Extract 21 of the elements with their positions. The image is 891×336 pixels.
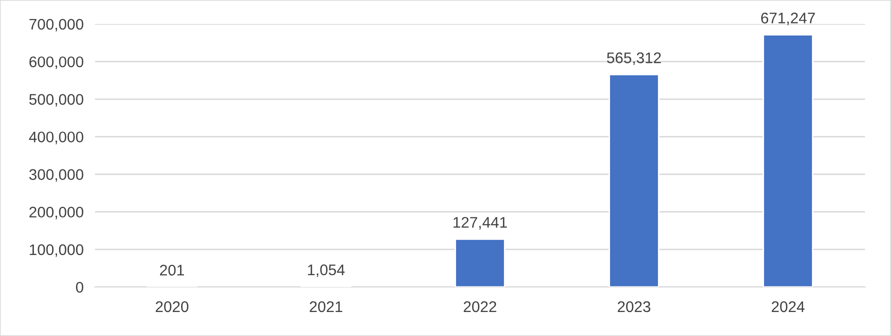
y-tick-label: 400,000: [29, 132, 84, 144]
y-tick-label: 100,000: [30, 244, 84, 257]
x-tick-label: 2022: [464, 301, 496, 312]
data-label: 1,054: [308, 264, 345, 278]
y-tick-label: 700,000: [29, 18, 84, 32]
y-tick-label: 500,000: [29, 94, 84, 107]
data-label: 127,441: [454, 216, 507, 230]
bar: [454, 238, 506, 287]
data-label: 671,247: [761, 12, 815, 26]
x-tick-label: 2024: [772, 301, 805, 312]
x-tick-label: 2020: [156, 301, 188, 312]
data-label: 201: [160, 264, 184, 276]
bar: [608, 74, 660, 287]
y-tick-label: 300,000: [29, 169, 84, 182]
y-tick-label: 600,000: [29, 56, 84, 70]
data-label: 565,312: [607, 52, 661, 66]
x-tick-label: 2021: [310, 301, 342, 312]
x-tick-label: 2023: [618, 301, 650, 312]
y-tick-label: 0: [76, 282, 84, 293]
bar: [762, 34, 814, 287]
y-tick-label: 200,000: [29, 206, 84, 220]
